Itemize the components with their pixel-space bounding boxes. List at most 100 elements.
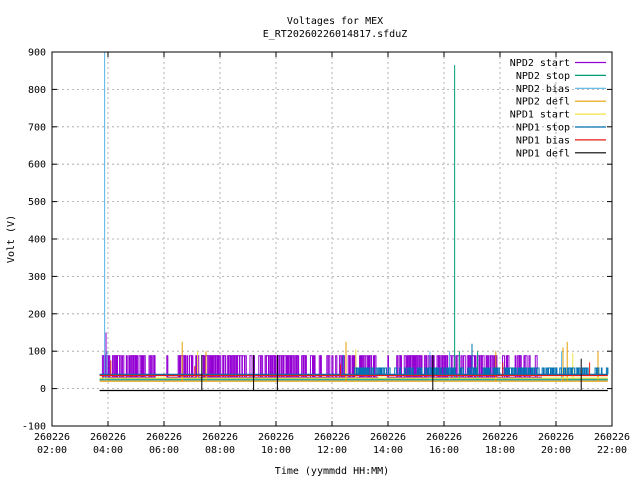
series-pulse: [166, 355, 169, 378]
series-pulse: [420, 355, 423, 378]
plot-frame: [51, 51, 613, 427]
series-pulse: [361, 367, 364, 375]
series-pulse: [507, 355, 510, 378]
series-pulse: [448, 367, 451, 375]
series-pulse: [508, 367, 512, 375]
series-pulse: [273, 355, 276, 378]
series-pulse: [528, 355, 531, 378]
series-pulse: [542, 367, 545, 375]
series-pulse: [488, 367, 491, 375]
legend-label: NPD2 bias: [516, 84, 570, 95]
series-pulse: [444, 355, 446, 378]
series-group: [99, 52, 609, 392]
y-tick-label: 500: [28, 197, 46, 208]
x-tick-time-label: 06:00: [149, 445, 179, 456]
series-pulse: [485, 355, 488, 378]
y-tick-label: 300: [28, 272, 46, 283]
y-tick-label: 100: [28, 347, 46, 358]
series-pulse: [210, 355, 213, 378]
y-tick-label: 800: [28, 85, 46, 96]
legend-label: NPD2 defl: [516, 97, 570, 108]
series-pulse: [474, 367, 477, 375]
series-pulse: [489, 355, 492, 378]
series-pulse: [274, 355, 277, 378]
y-axis-label: Volt (V): [6, 215, 17, 263]
legend-label: NPD1 start: [510, 110, 570, 121]
series-pulse: [258, 355, 262, 378]
series-pulse: [460, 355, 463, 378]
series-pulse: [381, 367, 385, 375]
series-pulse: [559, 367, 562, 375]
legend: NPD2 start NPD2 stop NPD2 bias NPD2 defl NPD…: [510, 58, 606, 159]
series-pulse: [195, 355, 197, 378]
x-tick-time-label: 02:00: [37, 445, 67, 456]
series-pulse: [387, 367, 391, 375]
x-tick-date-label: 260226: [258, 432, 294, 443]
series-pulse: [594, 367, 597, 375]
x-tick-time-label: 10:00: [261, 445, 291, 456]
y-tick-label: 700: [28, 122, 46, 133]
series-pulse: [519, 355, 522, 378]
series-pulse: [297, 355, 300, 378]
series-pulse: [138, 355, 142, 378]
series-pulse: [229, 355, 232, 378]
series-pulse: [359, 355, 361, 378]
series-pulse: [119, 355, 122, 378]
series-pulse: [439, 367, 442, 375]
series-pulse: [437, 367, 440, 375]
series-pulse: [514, 355, 517, 378]
y-tick-label: 0: [40, 384, 46, 395]
series-pulse: [394, 367, 398, 375]
series-pulse: [278, 355, 282, 378]
series-pulse: [353, 367, 357, 375]
x-tick-time-label: 12:00: [317, 445, 347, 456]
series-pulse: [486, 355, 489, 378]
x-tick-date-label: 260226: [594, 432, 630, 443]
series-pulse: [570, 367, 573, 375]
legend-label: NPD1 bias: [516, 135, 570, 146]
series-pulse: [411, 367, 414, 375]
series-pulse: [515, 367, 517, 375]
series-pulse: [331, 355, 334, 378]
series-pulse: [453, 367, 456, 375]
series-pulse: [433, 367, 436, 375]
x-tick-time-label: 18:00: [485, 445, 515, 456]
series-pulse: [186, 355, 189, 378]
x-tick-date-label: 260226: [370, 432, 406, 443]
legend-label: NPD2 start: [510, 58, 570, 69]
series-pulse: [474, 355, 477, 378]
series-pulse: [468, 367, 471, 375]
x-tick-date-label: 260226: [34, 432, 70, 443]
series-pulse: [313, 355, 316, 378]
series-pulse: [534, 367, 537, 375]
x-tick-time-label: 22:00: [597, 445, 627, 456]
legend-label: NPD1 defl: [516, 148, 570, 159]
series-pulse: [153, 355, 156, 378]
x-tick-date-label: 260226: [90, 432, 126, 443]
chart-subtitle: E_RT20260226014817.sfduZ: [263, 29, 408, 40]
x-tick-time-label: 04:00: [93, 445, 123, 456]
series-pulse: [403, 355, 407, 378]
series-pulse: [497, 367, 500, 375]
series-pulse: [249, 355, 253, 378]
series-pulse: [260, 355, 264, 378]
series-pulse: [236, 355, 240, 378]
series-pulse: [371, 367, 375, 375]
series-npd1-start: [99, 349, 608, 379]
series-pulse: [375, 367, 378, 375]
y-tick-label: 600: [28, 160, 46, 171]
series-pulse: [387, 355, 389, 378]
series-pulse: [335, 355, 338, 378]
series-pulse: [404, 367, 407, 375]
x-axis-ticks: 260226 02:00 260226 04:00 260226 06:00 260226 0…: [34, 52, 630, 456]
series-pulse: [135, 355, 138, 378]
y-tick-label: -100: [22, 422, 46, 433]
series-pulse: [578, 367, 581, 375]
series-pulse: [143, 355, 146, 378]
series-pulse: [304, 355, 307, 378]
x-tick-date-label: 260226: [482, 432, 518, 443]
series-pulse: [365, 355, 368, 378]
series-pulse: [555, 367, 558, 375]
series-pulse: [443, 367, 446, 375]
series-pulse: [473, 367, 476, 375]
